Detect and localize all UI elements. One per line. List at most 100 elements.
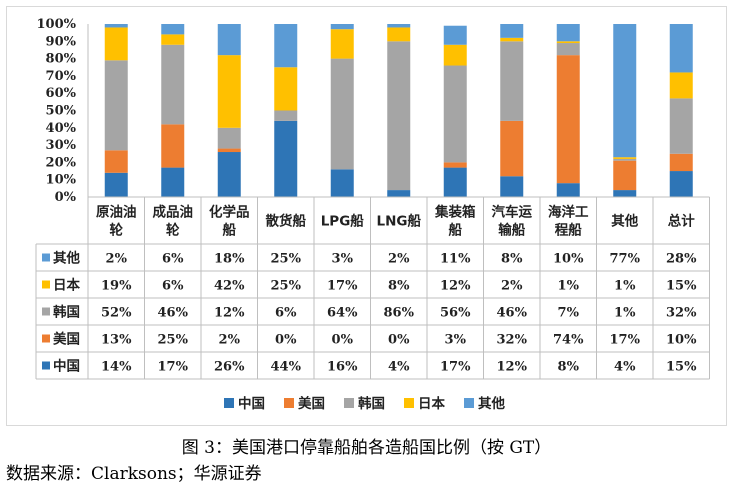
data-label: 17%	[158, 360, 189, 375]
bar-segment	[443, 44, 467, 66]
bar-segment	[274, 24, 298, 68]
category-label: 轮	[110, 222, 124, 239]
bar-segment	[217, 148, 241, 153]
bar-segment	[443, 65, 467, 163]
bar-segment	[330, 169, 354, 197]
bar-segment	[556, 183, 580, 197]
category-label: 成品油	[153, 204, 194, 221]
bar-segment	[161, 24, 185, 35]
bar-segment	[104, 60, 128, 151]
data-label: 6%	[162, 279, 184, 294]
y-tick-label: 10%	[46, 173, 77, 188]
table-series-name: 中国	[53, 358, 80, 375]
data-label: 12%	[440, 279, 471, 294]
table-series-name: 其他	[53, 250, 80, 267]
y-tick-label: 70%	[46, 69, 77, 84]
category-label: LNG船	[377, 213, 422, 230]
data-label: 10%	[553, 252, 584, 267]
data-label: 14%	[101, 360, 132, 375]
bar-segment	[500, 41, 524, 121]
data-label: 7%	[558, 306, 580, 321]
data-label: 74%	[553, 333, 584, 348]
data-label: 25%	[158, 333, 189, 348]
data-label: 42%	[214, 279, 245, 294]
y-tick-label: 0%	[55, 190, 77, 205]
bar-segment	[669, 24, 693, 73]
legend-label: 韩国	[358, 395, 385, 412]
data-label: 15%	[666, 279, 697, 294]
bar-segment	[161, 167, 185, 197]
figure-caption: 图 3：美国港口停靠船舶各造船国比例（按 GT）	[181, 438, 552, 458]
y-tick-label: 40%	[46, 121, 77, 136]
data-label: 1%	[614, 306, 636, 321]
category-label: 轮	[166, 222, 180, 239]
legend-label: 美国	[298, 395, 325, 412]
category-label: 程船	[555, 222, 583, 239]
y-tick-label: 20%	[46, 155, 77, 170]
y-tick-label: 90%	[46, 34, 77, 49]
data-label: 10%	[666, 333, 697, 348]
legend-label: 其他	[478, 395, 505, 412]
bar-segment	[387, 27, 411, 42]
bar-segment	[669, 72, 693, 99]
data-label: 25%	[271, 252, 302, 267]
data-label: 25%	[271, 279, 302, 294]
legend-key	[344, 398, 354, 408]
y-tick-label: 100%	[37, 17, 77, 32]
bar-segment	[443, 167, 467, 197]
data-label: 44%	[271, 360, 302, 375]
data-label: 17%	[610, 333, 641, 348]
data-label: 16%	[327, 360, 358, 375]
table-legend-key	[42, 253, 50, 262]
category-label: 船	[449, 222, 463, 239]
category-label: LPG船	[321, 213, 365, 230]
bar-segment	[669, 171, 693, 197]
bar-segment	[613, 160, 637, 191]
legend-key	[404, 398, 414, 408]
table-legend-key	[42, 361, 50, 370]
data-label: 19%	[101, 279, 132, 294]
data-label: 0%	[388, 333, 410, 348]
bar-segment	[161, 44, 185, 125]
bar-segment	[104, 172, 128, 197]
bar-segment	[556, 24, 580, 42]
data-label: 0%	[275, 333, 297, 348]
category-label: 汽车运	[492, 204, 533, 221]
y-tick-label: 30%	[46, 138, 77, 153]
bar-segment	[217, 127, 241, 149]
y-tick-label: 80%	[46, 52, 77, 67]
bar-segment	[387, 190, 411, 197]
table-series-name: 美国	[53, 331, 80, 348]
category-label: 总计	[668, 213, 696, 230]
bar-segment	[443, 162, 467, 168]
table-series-name: 韩国	[53, 304, 80, 321]
data-label: 12%	[497, 360, 528, 375]
data-label: 3%	[332, 252, 354, 267]
data-label: 1%	[614, 279, 636, 294]
data-label: 52%	[101, 306, 132, 321]
bar-segment	[330, 58, 354, 170]
bar-segment	[556, 55, 580, 184]
data-label: 2%	[219, 333, 241, 348]
bar-segment	[613, 157, 637, 159]
data-label: 6%	[275, 306, 297, 321]
bar-segment	[613, 24, 637, 158]
table-legend-key	[42, 307, 50, 316]
data-label: 86%	[384, 306, 415, 321]
category-label: 船	[223, 222, 237, 239]
data-label: 4%	[388, 360, 410, 375]
y-tick-label: 60%	[46, 86, 77, 101]
bar-segment	[556, 43, 580, 56]
data-label: 17%	[440, 360, 471, 375]
bar-segment	[500, 24, 524, 38]
data-label: 15%	[666, 360, 697, 375]
data-label: 4%	[614, 360, 636, 375]
bar-segment	[500, 176, 524, 197]
bar-segment	[274, 67, 298, 111]
data-label: 32%	[497, 333, 528, 348]
data-label: 11%	[440, 252, 471, 267]
bar-segment	[217, 55, 241, 128]
data-label: 8%	[501, 252, 523, 267]
data-label: 1%	[558, 279, 580, 294]
data-label: 2%	[106, 252, 128, 267]
